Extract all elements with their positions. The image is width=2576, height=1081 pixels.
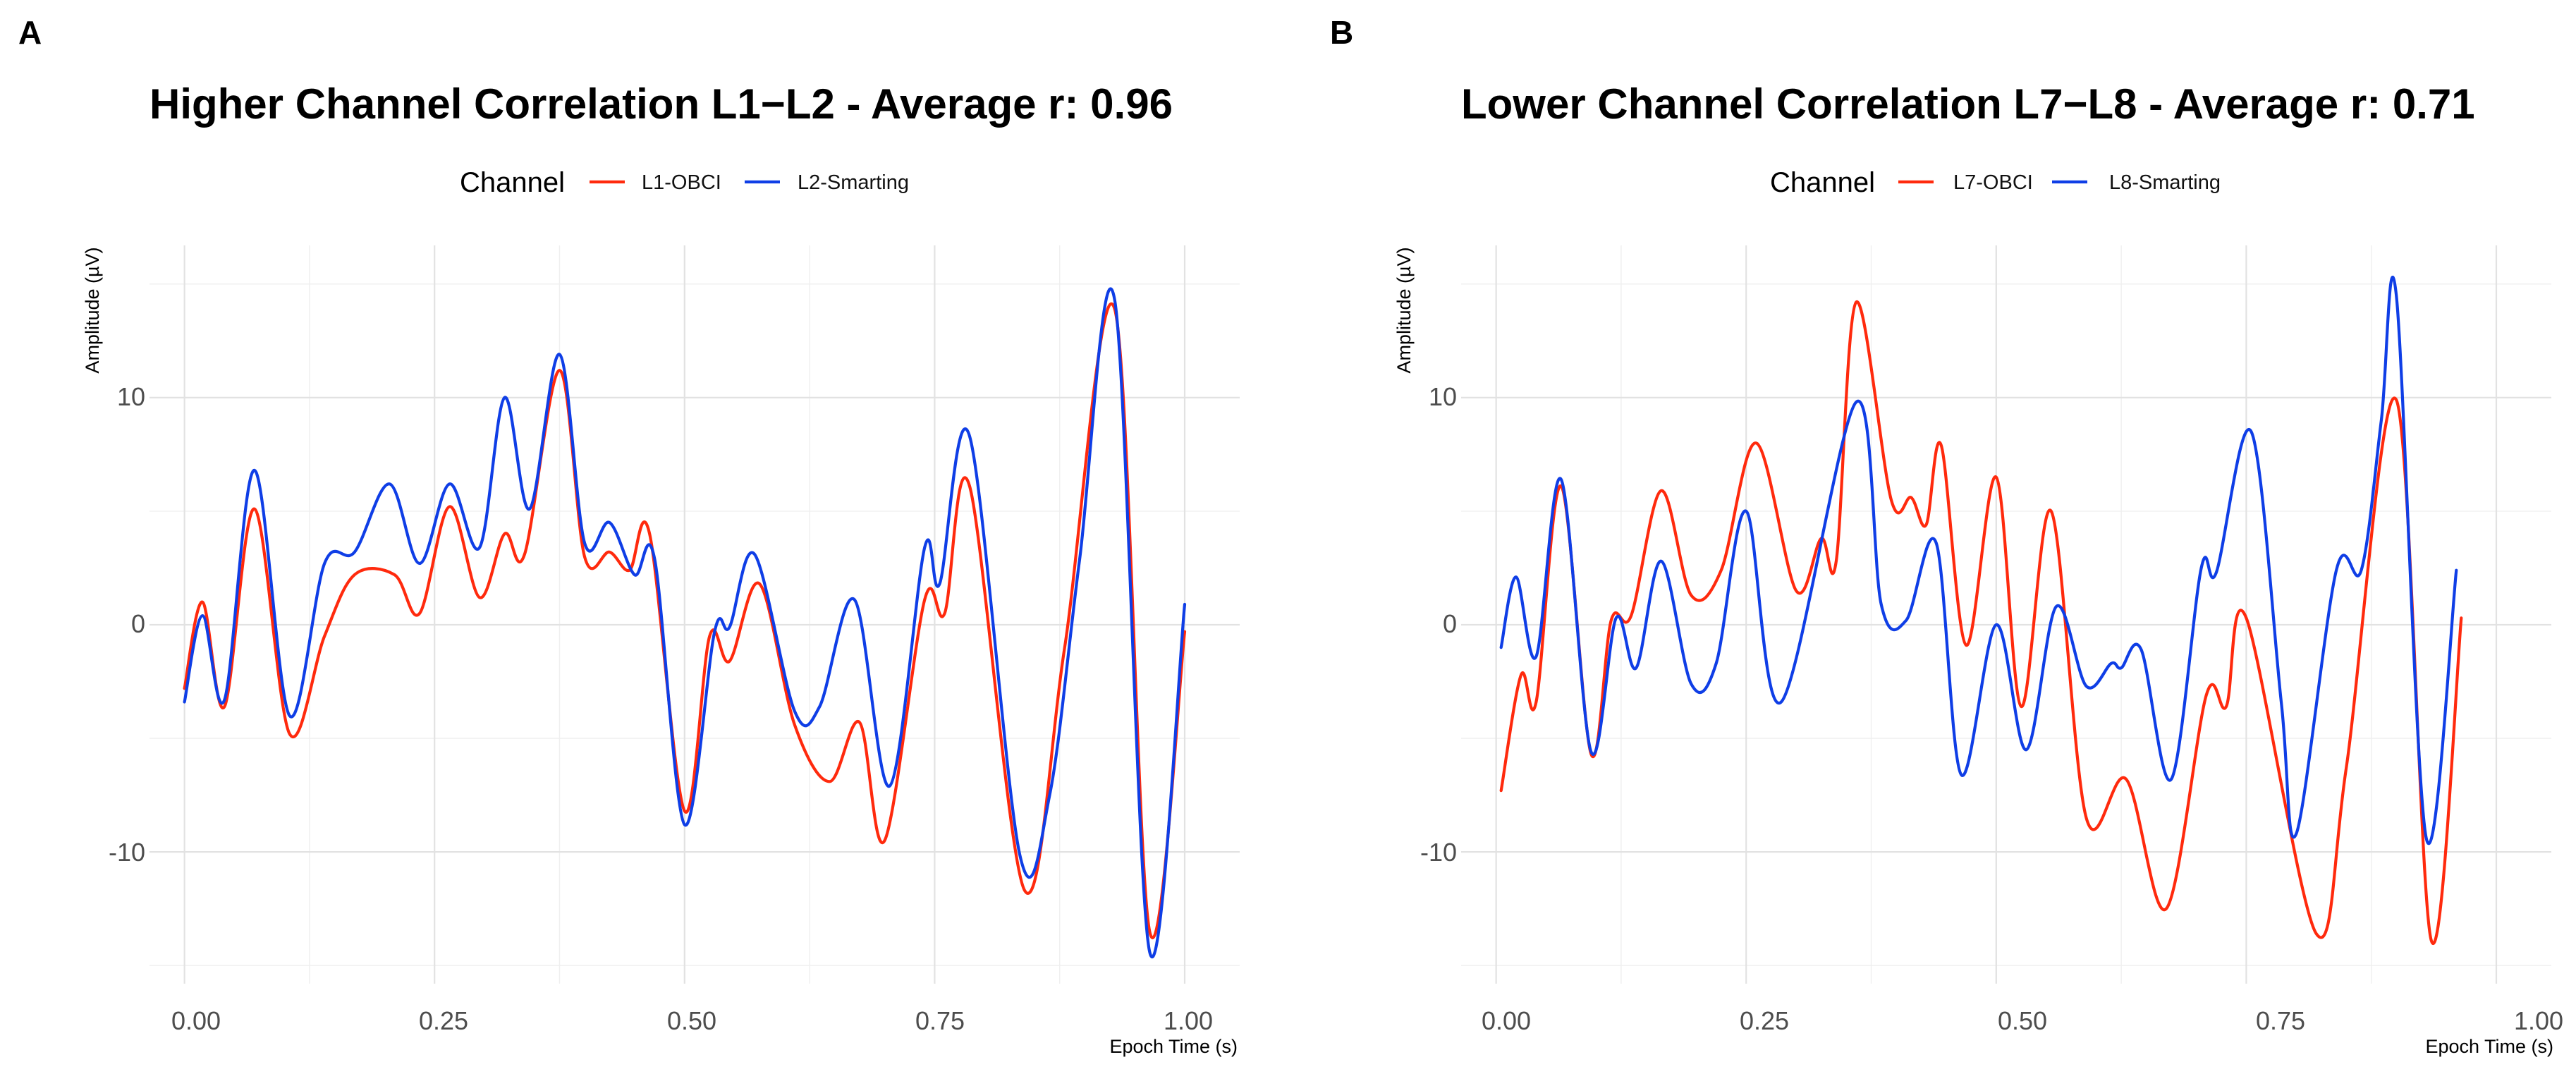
panel-a-x-tick-0: 0.00 [171,1006,221,1035]
panel-b-legend-label-0: L7-OBCI [1953,171,2033,194]
panel-b-x-tick-1: 0.25 [1740,1006,1789,1035]
panel-b-x-tick-4: 1.00 [2514,1006,2563,1035]
panel-a-y-tick-2: 10 [117,382,145,411]
panel-b-legend: Channel L7-OBCI L8-Smarting [1770,167,2221,198]
panel-b-y-tick-1: 0 [1443,609,1457,638]
panel-a: A Higher Channel Correlation L1−L2 - Ave… [18,14,1240,1057]
panel-b-legend-title: Channel [1770,167,1875,198]
panel-b-y-ticks: -10 0 10 [1420,382,1457,867]
panel-a-x-tick-3: 0.75 [915,1006,965,1035]
panel-b-x-tick-2: 0.50 [1998,1006,2047,1035]
panel-b-x-tick-3: 0.75 [2256,1006,2305,1035]
panel-b-series-l7-obci-line [1499,300,2463,945]
panel-b-y-tick-2: 10 [1429,382,1457,411]
panel-a-x-axis-title: Epoch Time (s) [1109,1036,1238,1057]
panel-a-x-ticks: 0.00 0.25 0.50 0.75 1.00 [171,1006,1213,1035]
panel-a-legend: Channel L1-OBCI L2-Smarting [460,167,909,198]
panel-b-legend-label-1: L8-Smarting [2109,171,2221,194]
panel-a-y-tick-1: 0 [131,609,145,638]
panel-b-y-tick-0: -10 [1420,838,1457,867]
panel-b-x-axis-title: Epoch Time (s) [2425,1036,2553,1057]
panel-a-x-tick-4: 1.00 [1164,1006,1213,1035]
panel-a-plot [149,245,1240,984]
panel-b-title: Lower Channel Correlation L7−L8 - Averag… [1461,80,2475,128]
panel-a-legend-title: Channel [460,167,565,198]
panel-a-x-tick-1: 0.25 [419,1006,468,1035]
panel-a-letter: A [18,14,42,51]
panel-a-title: Higher Channel Correlation L1−L2 - Avera… [149,80,1173,128]
panel-b-x-ticks: 0.00 0.25 0.50 0.75 1.00 [1482,1006,2563,1035]
panel-b-x-tick-0: 0.00 [1482,1006,1531,1035]
panel-a-legend-label-0: L1-OBCI [642,171,721,194]
panel-a-legend-label-1: L2-Smarting [798,171,909,194]
panel-a-y-ticks: -10 0 10 [109,382,145,867]
panel-a-series-l2-smarting-line [183,287,1187,959]
panel-b-series-l8-smarting-line [1499,276,2458,845]
panel-b: B Lower Channel Correlation L7−L8 - Aver… [1330,14,2563,1057]
panel-b-plot [1461,245,2551,984]
panel-a-x-tick-2: 0.50 [667,1006,716,1035]
panel-b-y-axis-title: Amplitude (µV) [1393,247,1415,373]
panel-a-y-tick-0: -10 [109,838,145,867]
panel-a-y-axis-title: Amplitude (µV) [82,247,103,373]
panel-b-letter: B [1330,14,1353,51]
